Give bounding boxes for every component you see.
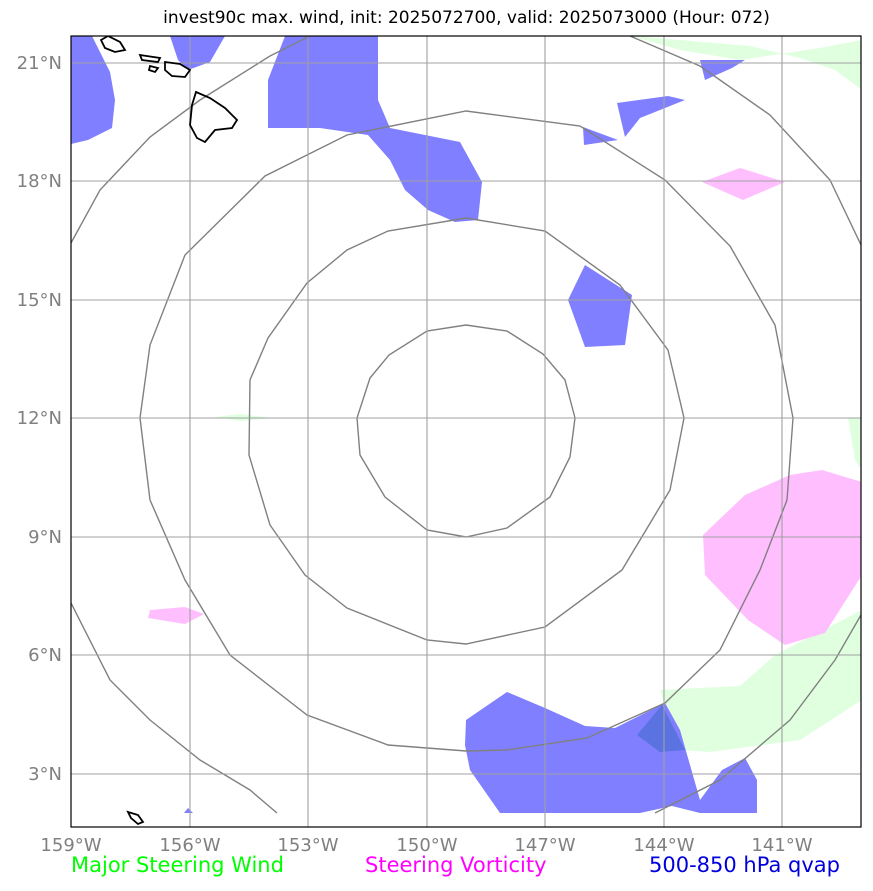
range-ring-5 xyxy=(629,36,861,246)
range-ring-3 xyxy=(139,110,794,752)
range-ring-4 xyxy=(71,36,311,244)
lat-label-12: 12°N xyxy=(17,408,62,429)
island-small xyxy=(126,810,145,826)
island-maui xyxy=(164,60,192,78)
lon-label-159: 159°W xyxy=(40,835,101,856)
island-hawaii xyxy=(189,90,239,144)
lon-label-144: 144°W xyxy=(633,835,694,856)
island-molokai xyxy=(147,64,160,74)
lon-label-153: 153°W xyxy=(277,835,338,856)
range-ring-2 xyxy=(248,217,685,645)
lon-tick-labels: 159°W 156°W 153°W 150°W 147°W 144°W 141°… xyxy=(40,835,812,856)
range-ring-6 xyxy=(71,602,278,814)
lon-label-147: 147°W xyxy=(514,835,575,856)
lat-label-21: 21°N xyxy=(17,53,62,74)
range-rings xyxy=(71,36,861,814)
legend-vorticity: Steering Vorticity xyxy=(365,853,547,877)
qvap-shading xyxy=(71,36,757,813)
range-ring-1 xyxy=(356,324,576,538)
lat-label-18: 18°N xyxy=(17,171,62,192)
island-kauai xyxy=(99,36,127,53)
lat-tick-labels: 21°N 18°N 15°N 12°N 9°N 6°N 3°N xyxy=(17,53,62,785)
lat-label-9: 9°N xyxy=(28,527,62,548)
lat-label-6: 6°N xyxy=(28,645,62,666)
coastlines xyxy=(99,36,239,826)
lon-label-150: 150°W xyxy=(396,835,457,856)
legend-wind: Major Steering Wind xyxy=(71,853,284,877)
island-oahu xyxy=(138,53,162,63)
map-title: invest90c max. wind, init: 2025072700, v… xyxy=(163,8,770,28)
range-ring-7 xyxy=(654,614,861,814)
lat-label-3: 3°N xyxy=(28,764,62,785)
steering-vorticity-shading xyxy=(148,168,861,645)
lon-label-156: 156°W xyxy=(159,835,220,856)
gridlines xyxy=(71,36,861,827)
legend-qvap: 500-850 hPa qvap xyxy=(649,853,840,877)
lon-label-141: 141°W xyxy=(751,835,812,856)
lat-label-15: 15°N xyxy=(17,290,62,311)
steering-wind-shading xyxy=(215,36,861,752)
plot-frame xyxy=(70,35,862,828)
